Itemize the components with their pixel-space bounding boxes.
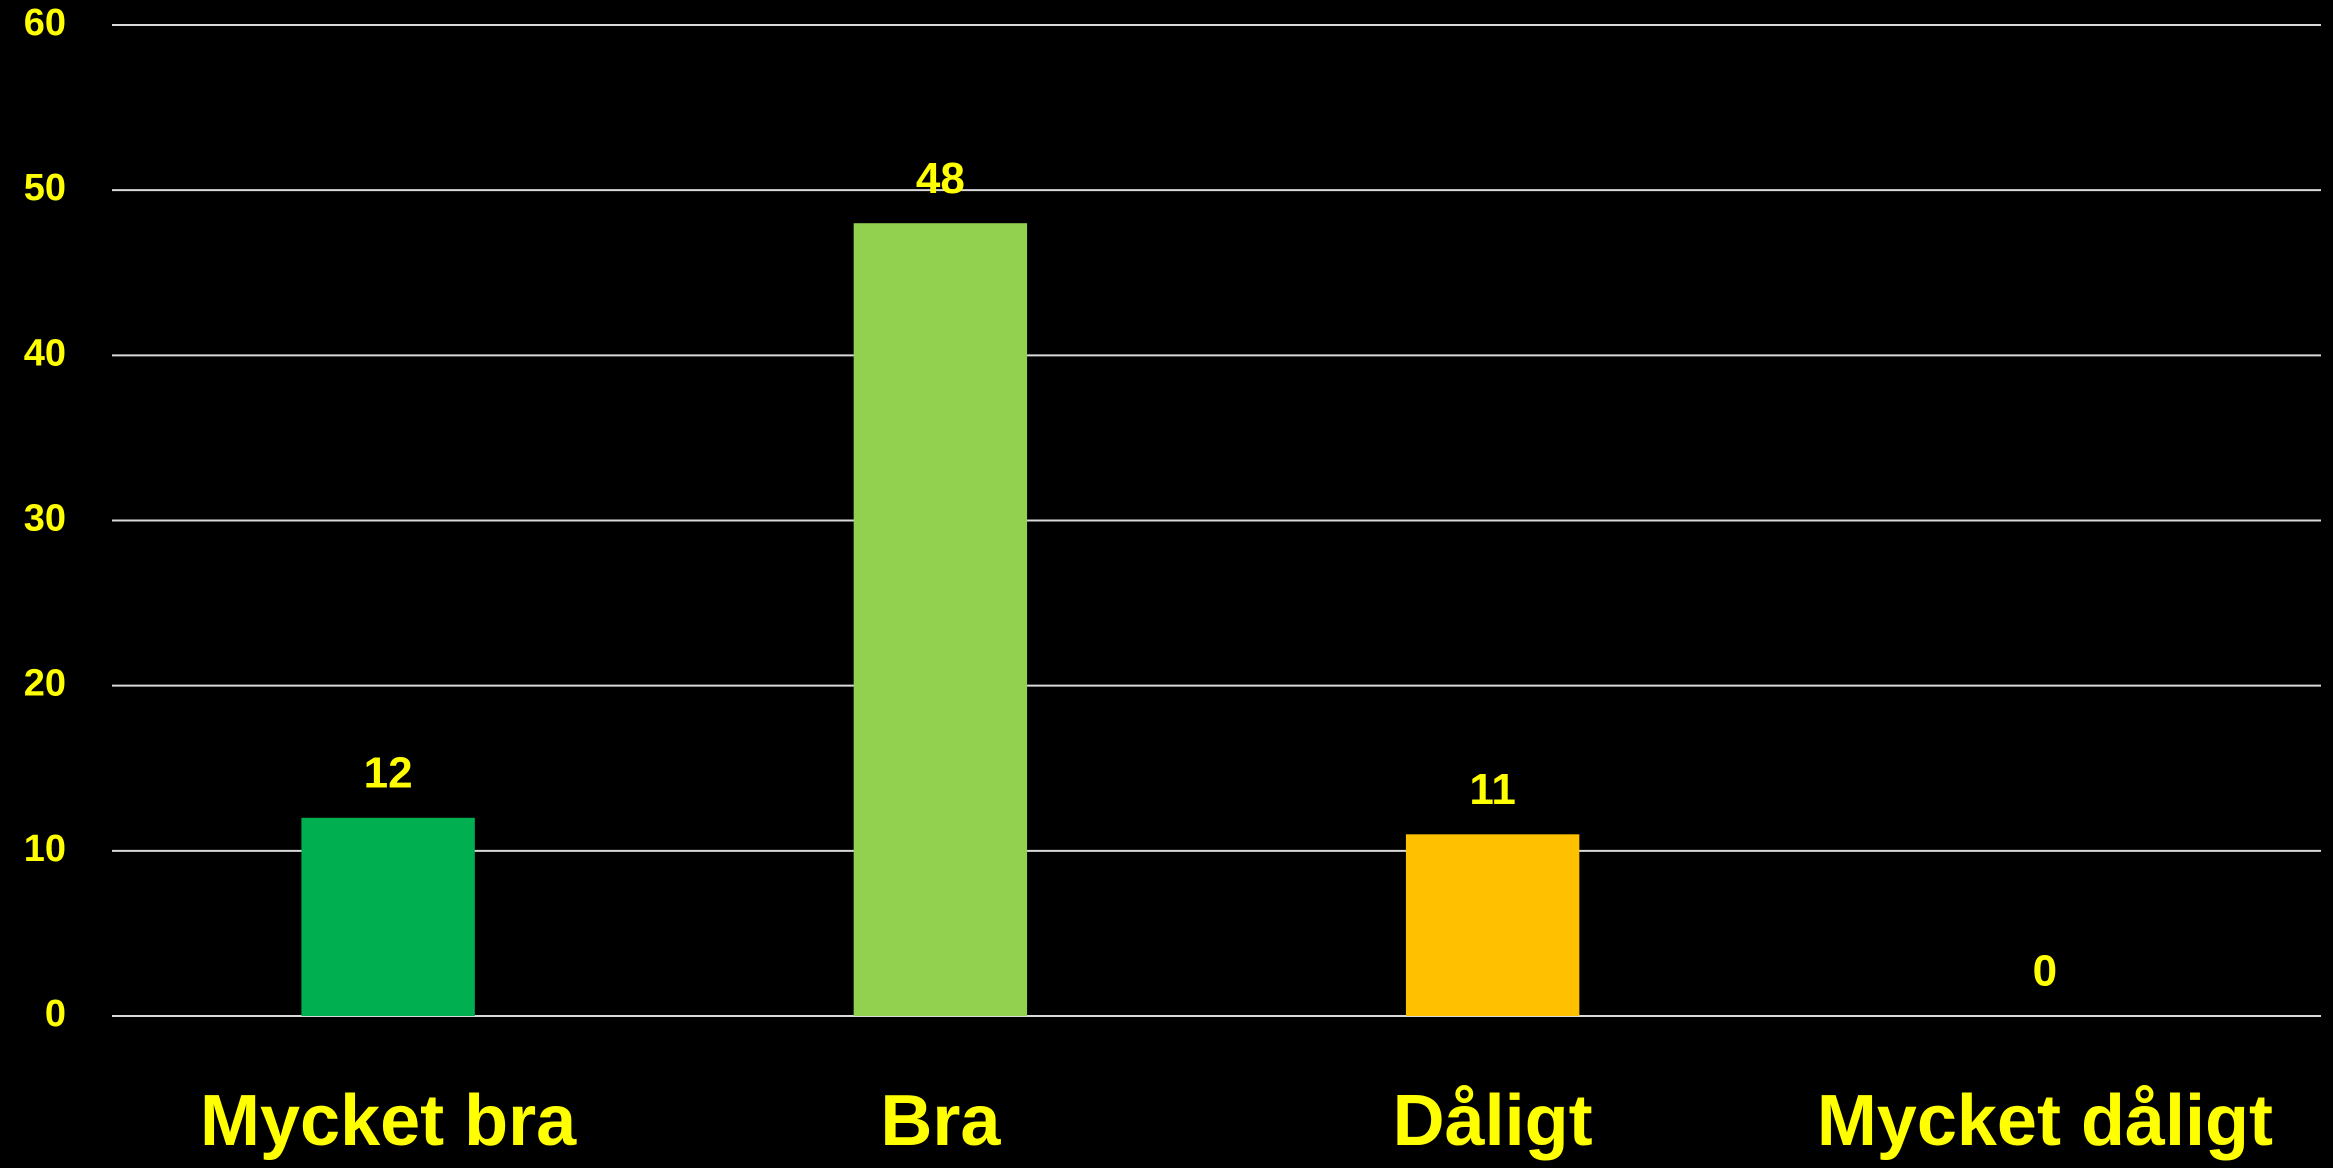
y-tick-label: 40	[24, 332, 66, 374]
y-tick-label: 50	[24, 167, 66, 209]
value-label: 48	[916, 154, 965, 203]
y-tick-label: 60	[24, 2, 66, 44]
value-label: 12	[364, 748, 413, 797]
y-tick-label: 20	[24, 663, 66, 705]
x-tick-label: Dåligt	[1393, 1081, 1593, 1161]
value-label: 11	[1469, 765, 1516, 814]
x-tick-label: Bra	[880, 1081, 1001, 1161]
value-label: 0	[2033, 947, 2057, 996]
bar	[853, 223, 1028, 1016]
y-tick-label: 0	[45, 993, 66, 1035]
y-tick-label: 10	[24, 828, 66, 870]
x-tick-label: Mycket dåligt	[1817, 1081, 2273, 1161]
bar	[1405, 834, 1580, 1016]
x-tick-label: Mycket bra	[200, 1081, 577, 1161]
bar	[301, 817, 475, 1016]
y-tick-label: 30	[24, 498, 66, 540]
